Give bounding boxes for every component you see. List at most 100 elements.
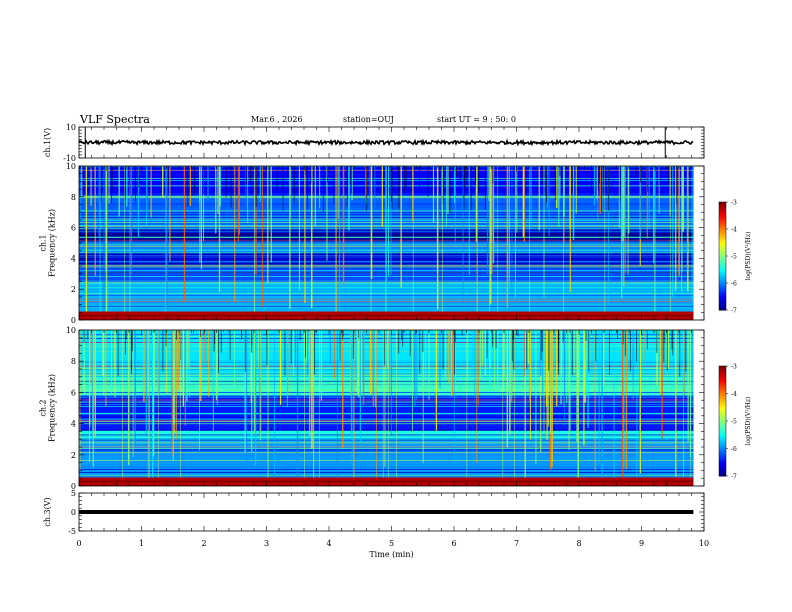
colorbar-cell: [719, 241, 726, 244]
colorbar-cell: [719, 435, 726, 438]
colorbar-cell: [719, 421, 726, 424]
colorbar-tick-label: -7: [731, 308, 737, 315]
spectrogram-band: [79, 395, 694, 430]
colorbar-cell: [719, 299, 726, 302]
y-tick-label: 10: [66, 162, 76, 171]
colorbar-ch2: [718, 365, 728, 477]
colorbar-cell: [719, 304, 726, 307]
spectrogram-ch2: [79, 330, 694, 486]
x-axis-label: Time (min): [369, 550, 413, 559]
figure-title: VLF Spectra: [80, 113, 150, 126]
colorbar-cell: [719, 417, 726, 420]
colorbar-cell: [719, 439, 726, 442]
colorbar-cell: [719, 239, 726, 243]
colorbar-cell: [719, 281, 726, 284]
y-tick-label: 0: [71, 508, 76, 517]
colorbar-cell: [719, 371, 726, 374]
colorbar-tick-label: -6: [731, 446, 737, 453]
colorbar-tick-label: -7: [731, 474, 737, 481]
x-tick-label: 3: [264, 539, 269, 548]
colorbar-cell: [719, 468, 726, 471]
colorbar-cell: [719, 382, 726, 385]
colorbar-cell: [719, 227, 726, 230]
colorbar-cell: [719, 218, 726, 221]
colorbar-tick-label: -3: [731, 200, 737, 207]
colorbar-cell: [719, 212, 726, 216]
colorbar-cell: [719, 377, 726, 380]
colorbar-cell: [719, 437, 726, 440]
colorbar-cell: [719, 404, 726, 407]
colorbar-cell: [719, 400, 726, 404]
colorbar-cell: [719, 277, 726, 280]
colorbar-cell: [719, 207, 726, 210]
colorbar-cell: [719, 433, 726, 437]
y-axis-label: ch.1(V): [43, 128, 52, 157]
colorbar-cell: [719, 393, 726, 396]
colorbar-tick-label: -4: [731, 227, 737, 234]
colorbar-cell: [719, 406, 726, 409]
x-tick-label: 2: [201, 539, 206, 548]
y-tick-label: 6: [71, 224, 76, 233]
colorbar-cell: [719, 286, 726, 289]
colorbar-cell: [719, 470, 726, 473]
y-tick-label: 8: [71, 193, 76, 202]
colorbar-cell: [719, 252, 726, 255]
colorbar-cell: [719, 270, 726, 273]
colorbar-cell: [719, 413, 726, 416]
colorbar-label: log(PSD)(V²/Hz): [745, 232, 752, 281]
x-tick-label: 8: [576, 539, 581, 548]
colorbar-cell: [719, 450, 726, 453]
colorbar-cell: [719, 459, 726, 462]
colorbar-cell: [719, 290, 726, 293]
colorbar-cell: [719, 410, 726, 413]
colorbar-cell: [719, 279, 726, 282]
y-tick-label: 4: [71, 420, 76, 429]
colorbar-cell: [719, 378, 726, 382]
x-tick-label: 0: [76, 539, 81, 548]
colorbar-cell: [719, 302, 726, 306]
colorbar-cell: [719, 391, 726, 394]
colorbar-cell: [719, 221, 726, 225]
colorbar-cell: [719, 297, 726, 300]
colorbar-cell: [719, 402, 726, 405]
colorbar-cell: [719, 411, 726, 415]
start-time-label: start UT = 9 : 50: 0: [437, 115, 516, 124]
colorbar-cell: [719, 474, 726, 477]
colorbar-cell: [719, 265, 726, 268]
y-axis-label: Frequency (kHz): [48, 209, 57, 277]
station-label: station=OUJ: [343, 115, 394, 124]
spectrogram-band: [79, 439, 694, 479]
colorbar-tick-label: -6: [731, 281, 737, 288]
spectrogram-band: [79, 429, 694, 440]
colorbar-cell: [719, 375, 726, 378]
colorbar-cell: [719, 236, 726, 239]
y-tick-label: 5: [71, 489, 76, 498]
y-tick-label: -5: [68, 527, 76, 536]
date-label: Mar.6 , 2026: [251, 115, 303, 124]
colorbar-cell: [719, 205, 726, 208]
colorbar-tick-label: -3: [731, 364, 737, 371]
y-tick-label: 10: [66, 123, 76, 132]
colorbar-cell: [719, 220, 726, 223]
y-axis-label: ch.2: [39, 399, 48, 416]
colorbar-cell: [719, 223, 726, 226]
colorbar-cell: [719, 274, 726, 277]
y-tick-label: 8: [71, 357, 76, 366]
colorbar-cell: [719, 261, 726, 264]
colorbar-cell: [719, 230, 726, 234]
colorbar-cell: [719, 268, 726, 271]
colorbar-cell: [719, 234, 726, 237]
colorbar-ch1: [718, 201, 728, 311]
colorbar-cell: [719, 306, 726, 309]
colorbar-tick-label: -5: [731, 419, 737, 426]
x-tick-label: 6: [451, 539, 456, 548]
colorbar-cell: [719, 266, 726, 270]
colorbar-cell: [719, 214, 726, 217]
colorbar-cell: [719, 397, 726, 400]
x-tick-label: 4: [326, 539, 331, 548]
colorbar-cell: [719, 256, 726, 259]
colorbar-cell: [719, 232, 726, 235]
colorbar-cell: [719, 444, 726, 448]
colorbar-cell: [719, 283, 726, 286]
